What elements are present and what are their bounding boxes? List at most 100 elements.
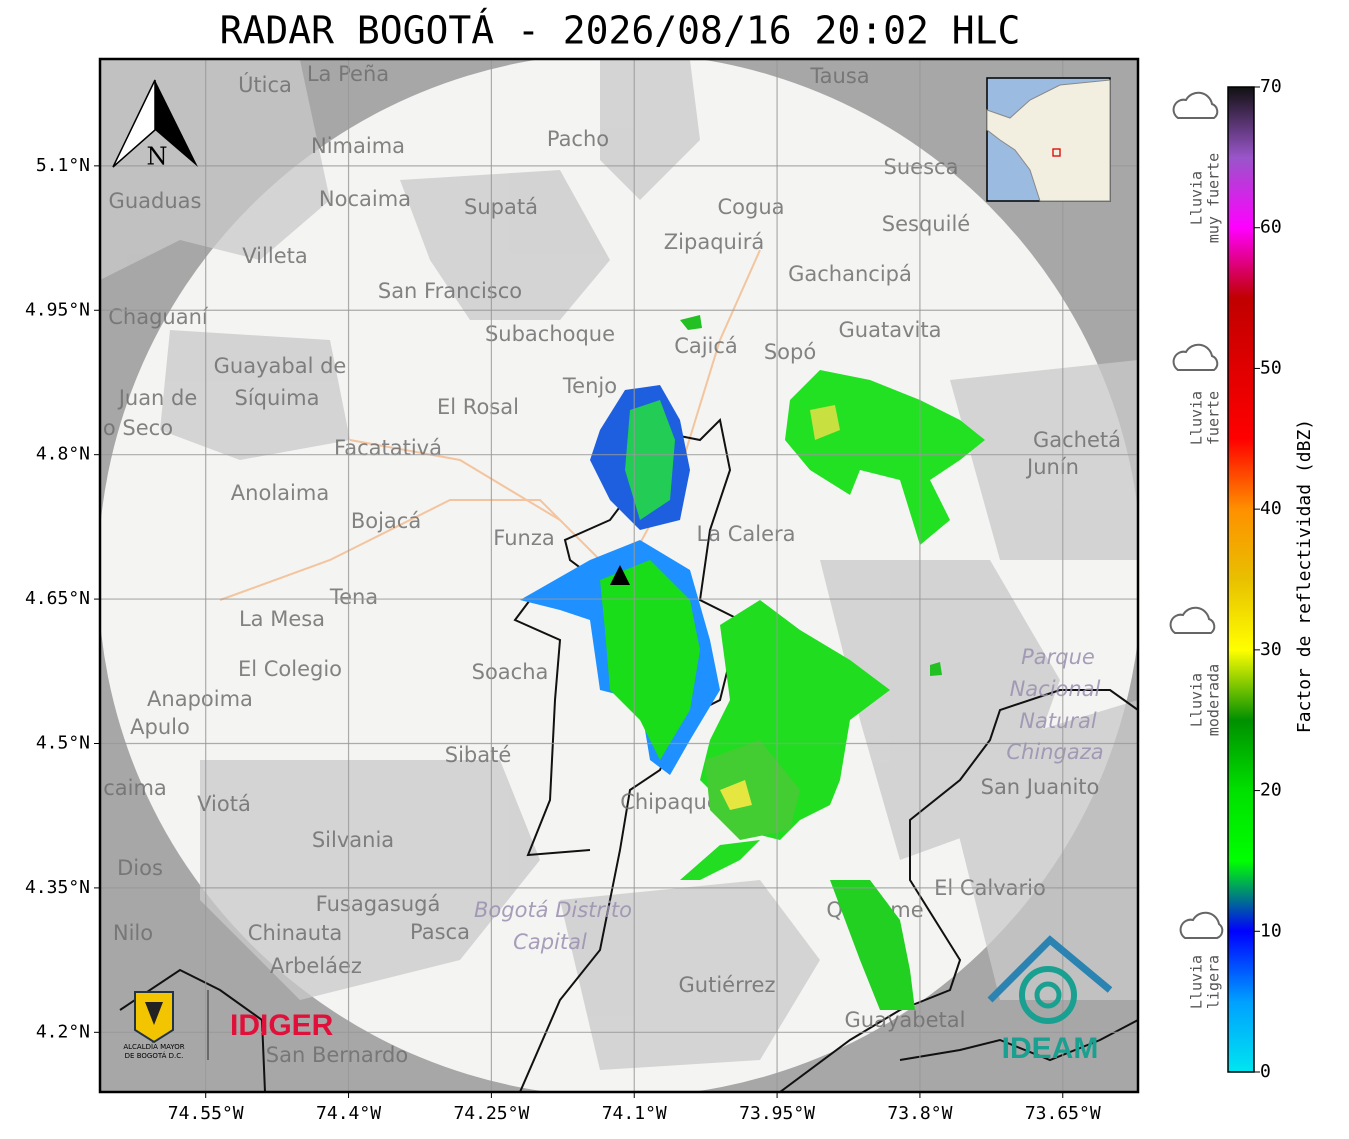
legend-label: Lluvia xyxy=(1188,171,1206,225)
place-label: Dios xyxy=(117,856,163,880)
place-label: Natural xyxy=(1019,709,1097,733)
place-label: Síquima xyxy=(235,386,320,410)
colorbar-tick-label: 20 xyxy=(1260,780,1282,801)
place-label: San Francisco xyxy=(378,279,522,303)
place-label: Anolaima xyxy=(231,481,329,505)
place-label: Nilo xyxy=(113,921,153,945)
place-label: El Rosal xyxy=(437,395,519,419)
place-label: Guayabal de xyxy=(214,354,347,378)
place-label: Sopó xyxy=(764,340,816,364)
inset-map xyxy=(986,77,1111,202)
grid xyxy=(100,59,1138,1092)
legend-label: fuerte xyxy=(1205,391,1223,445)
legend-icons xyxy=(1169,91,1224,939)
x-tick-label: 74.4°W xyxy=(316,1103,381,1124)
place-label: Silvania xyxy=(312,828,394,852)
y-tick-label: 4.95°N xyxy=(25,299,90,320)
legend-label: Lluvia xyxy=(1188,673,1206,727)
place-label: Supatá xyxy=(464,195,538,219)
place-label: caima xyxy=(103,776,167,800)
place-label: La Calera xyxy=(696,522,795,546)
north-arrow: N xyxy=(112,79,198,171)
place-label: Sibaté xyxy=(445,743,512,767)
place-label: Gachancipá xyxy=(788,262,912,286)
place-label: Pacho xyxy=(547,127,609,151)
x-tick-label: 73.8°W xyxy=(887,1103,952,1124)
place-label: Sesquilé xyxy=(882,212,970,236)
colorbar-tick-label: 70 xyxy=(1260,76,1282,97)
place-label: Guayabetal xyxy=(845,1008,966,1032)
place-label: Arbeláez xyxy=(270,954,362,978)
place-label: Nocaima xyxy=(319,187,411,211)
y-tick-label: 5.1°N xyxy=(36,155,90,176)
place-label: Capital xyxy=(513,930,587,954)
place-label: San Bernardo xyxy=(266,1043,408,1067)
y-tick-label: 4.8°N xyxy=(36,444,90,465)
colorbar-tick-label: 40 xyxy=(1260,498,1282,519)
place-label: Cogua xyxy=(717,195,784,219)
place-label: Apulo xyxy=(130,715,190,739)
y-tick-label: 4.5°N xyxy=(36,732,90,753)
idiger-logo: IDIGER xyxy=(230,1009,334,1042)
place-label: Parque xyxy=(1021,645,1095,669)
place-label: Bojacá xyxy=(351,509,421,533)
place-label: Pasca xyxy=(410,920,470,944)
place-label: Tena xyxy=(329,585,378,609)
x-tick-label: 73.95°W xyxy=(739,1103,815,1124)
colorbar-tick-label: 60 xyxy=(1260,217,1282,238)
alcaldia-line: ALCALDÍA MAYOR xyxy=(123,1042,184,1051)
place-label: Fusagasugá xyxy=(316,892,441,916)
place-label: Soacha xyxy=(472,660,549,684)
y-tick-label: 4.2°N xyxy=(36,1021,90,1042)
place-label: Subachoque xyxy=(485,322,615,346)
place-label: Tausa xyxy=(809,64,869,88)
boundaries xyxy=(119,417,1138,1092)
x-tick-label: 73.65°W xyxy=(1025,1103,1101,1124)
place-label: Bogotá Distrito xyxy=(474,898,632,922)
colorbar xyxy=(1227,86,1255,1073)
x-tick-label: 74.1°W xyxy=(602,1103,667,1124)
legend-label: Lluvia xyxy=(1188,955,1206,1009)
place-label: Funza xyxy=(493,526,554,550)
place-label: Tenjo xyxy=(562,374,617,398)
place-label: Cajicá xyxy=(674,334,738,358)
place-label: Gachetá xyxy=(1033,428,1121,452)
place-label: El Colegio xyxy=(238,657,342,681)
place-label: San Juanito xyxy=(981,775,1100,799)
title: RADAR BOGOTÁ - 2026/08/16 20:02 HLC xyxy=(220,9,1021,53)
colorbar-label: Factor de reflectividad (dBZ) xyxy=(1294,419,1315,733)
map-frame xyxy=(98,57,1140,1094)
place-label: Chinauta xyxy=(248,921,342,945)
x-tick-label: 74.25°W xyxy=(453,1103,529,1124)
ideam-logo: IDEAM xyxy=(1002,1032,1099,1065)
colorbar-tick-label: 50 xyxy=(1260,357,1282,378)
colorbar-tick-label: 0 xyxy=(1260,1061,1271,1082)
place-label: Nacional xyxy=(1010,677,1101,701)
place-label: Facatativá xyxy=(334,436,442,460)
legend-label: muy fuerte xyxy=(1205,153,1223,243)
place-label: Chipaque xyxy=(620,790,720,814)
legend-label: moderada xyxy=(1205,664,1223,736)
place-label: Juan de xyxy=(117,386,198,410)
radar-site xyxy=(610,565,630,585)
north-label: N xyxy=(147,143,168,171)
place-label: o Seco xyxy=(103,416,173,440)
alcaldia-line: DE BOGOTÁ D.C. xyxy=(125,1051,184,1060)
place-label: La Mesa xyxy=(239,607,325,631)
place-label: Guaduas xyxy=(109,189,202,213)
colorbar-tick-label: 10 xyxy=(1260,920,1282,941)
place-label: Suesca xyxy=(884,155,959,179)
legend-label: ligera xyxy=(1205,955,1223,1009)
place-label: Junín xyxy=(1025,455,1079,479)
place-label: Gutiérrez xyxy=(679,973,776,997)
place-label: Chaguaní xyxy=(108,305,209,329)
colorbar-tick-label: 30 xyxy=(1260,639,1282,660)
place-label: Útica xyxy=(238,72,292,97)
place-label: Anapoima xyxy=(147,687,253,711)
place-label: Zipaquirá xyxy=(664,230,764,254)
logos: ALCALDÍA MAYOR DE BOGOTÁ D.C. IDIGER IDE… xyxy=(123,935,1113,1065)
place-label: Villeta xyxy=(242,244,307,268)
x-tick-label: 74.55°W xyxy=(168,1103,244,1124)
